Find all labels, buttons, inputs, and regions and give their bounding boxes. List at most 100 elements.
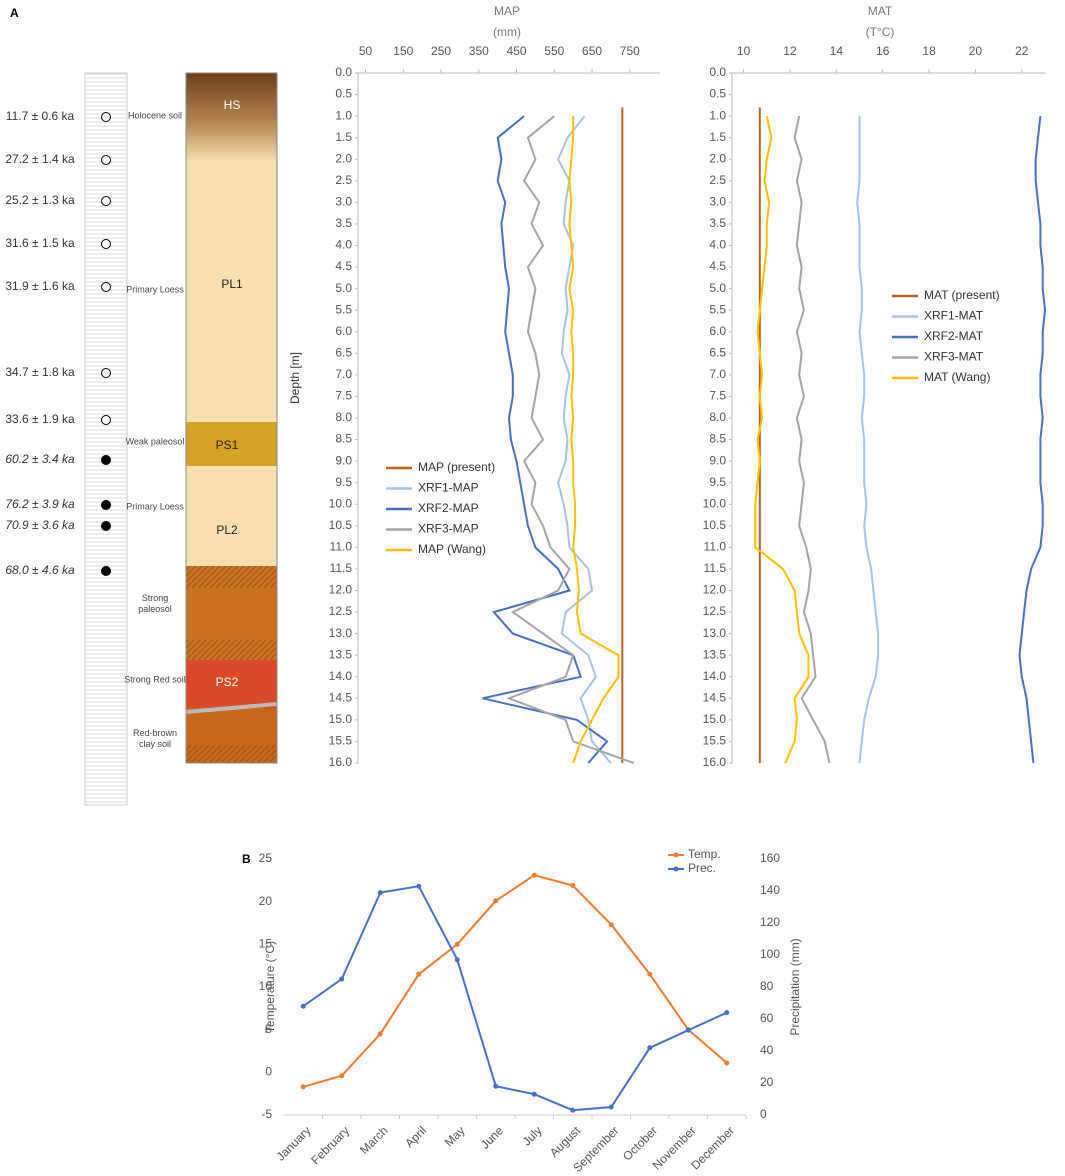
y-tick-label: 2.0 [335, 151, 352, 165]
y-tick-label: 6.0 [709, 324, 726, 338]
y-tick-label: 8.5 [335, 432, 352, 446]
y-tick-label: 6.5 [709, 345, 726, 359]
y-tick-label: 4.0 [335, 238, 352, 252]
unit-label: Weak paleosol [125, 436, 185, 447]
y-tick-label: 4.5 [709, 259, 726, 273]
age-marker [101, 500, 111, 510]
point [570, 1107, 576, 1113]
y-tick-label: 6.5 [335, 345, 352, 359]
y-tick-label: 12.5 [703, 604, 727, 618]
y-tick-label: 13.5 [329, 647, 353, 661]
series-line [754, 115, 810, 764]
x-tick-label: 18 [922, 44, 936, 58]
layer-texture [186, 640, 277, 660]
series-line [568, 116, 620, 764]
layer-label: PS1 [216, 438, 239, 452]
y-axis-label: Depth [m] [288, 352, 302, 404]
x-tick-label: 650 [582, 44, 602, 58]
age-label: 31.6 ± 1.5 ka [5, 236, 75, 250]
chart-title: MAT [868, 4, 893, 18]
y-tick-label: 0.0 [335, 65, 352, 79]
series-line [1018, 115, 1047, 764]
point [454, 941, 460, 947]
point [724, 1010, 730, 1016]
unit-label: Strong Red soil [124, 674, 186, 685]
y-tick-label: 25 [259, 851, 273, 865]
y-tick-label: 14.5 [703, 690, 727, 704]
point [416, 883, 422, 889]
x-tick-label: June [478, 1123, 507, 1152]
y-tick-label: 14.0 [329, 669, 353, 683]
unit-label: Primary Loess [126, 284, 184, 295]
y2-axis-label: Precipitation (mm) [788, 938, 802, 1035]
series-line [303, 874, 728, 1088]
legend-label: XRF2-MAT [924, 329, 984, 343]
series-line [506, 115, 634, 764]
y-tick-label: 1.0 [709, 108, 726, 122]
layer-boundary [185, 702, 278, 714]
age-label: 11.7 ± 0.6 ka [6, 109, 75, 123]
y2-tick-label: 20 [760, 1075, 774, 1089]
y-tick-label: 7.5 [335, 389, 352, 403]
y-tick-label: 8.5 [709, 432, 726, 446]
x-tick-label: 12 [783, 44, 797, 58]
y-tick-label: 11.5 [330, 561, 353, 575]
panel-label: A [10, 6, 19, 20]
point [493, 1083, 499, 1089]
y-tick-label: 16.0 [703, 755, 727, 769]
series-line [302, 885, 728, 1112]
layer-label: HS [224, 98, 241, 112]
x-tick-label: 50 [359, 44, 373, 58]
x-tick-label: April [402, 1123, 429, 1150]
legend-label: MAT (Wang) [924, 370, 990, 384]
age-label: 25.2 ± 1.3 ka [5, 193, 75, 207]
x-tick-label: 20 [969, 44, 983, 58]
y-tick-label: 14.5 [329, 690, 353, 704]
x-tick-label: 750 [620, 44, 640, 58]
point [377, 890, 383, 896]
unit-label: Primary Loess [126, 501, 184, 512]
chart-subtitle: (mm) [493, 25, 521, 39]
y-tick-label: -5 [261, 1107, 272, 1121]
unit-label: Red-brown clay soil [132, 728, 178, 749]
age-marker [101, 282, 111, 292]
y-tick-label: 5 [265, 1022, 272, 1036]
point [531, 1091, 537, 1097]
y-tick-label: 1.5 [709, 130, 726, 144]
legend-marker [673, 866, 679, 872]
y-tick-label: 8.0 [709, 410, 726, 424]
layer-texture [186, 566, 277, 588]
age-marker [101, 239, 111, 249]
age-label: 27.2 ± 1.4 ka [5, 152, 75, 166]
y-tick-label: 9.0 [709, 453, 726, 467]
y-tick-label: 10 [259, 979, 273, 993]
age-marker [101, 415, 111, 425]
y-tick-label: 1.5 [335, 130, 352, 144]
chart-subtitle: (T°C) [866, 25, 895, 39]
age-label: 33.6 ± 1.9 ka [5, 412, 75, 426]
y2-tick-label: 140 [760, 883, 780, 897]
y-axis-label: Temperature (°C) [263, 941, 277, 1033]
series-line [793, 115, 831, 764]
age-marker [101, 566, 111, 576]
x-tick-label: 350 [469, 44, 489, 58]
y2-tick-label: 160 [760, 851, 780, 865]
legend-label: XRF3-MAP [418, 522, 479, 536]
point [339, 1073, 345, 1079]
y-tick-label: 15.0 [703, 712, 727, 726]
y-tick-label: 10.5 [703, 518, 727, 532]
x-tick-label: May [442, 1123, 468, 1149]
point [493, 898, 499, 904]
legend-label: MAP (Wang) [418, 542, 486, 556]
depth-ruler [84, 72, 128, 806]
y2-tick-label: 100 [760, 947, 780, 961]
y-tick-label: 7.5 [709, 389, 726, 403]
point [608, 1104, 614, 1110]
y-tick-label: 3.5 [335, 216, 352, 230]
y-tick-label: 20 [259, 894, 273, 908]
y-tick-label: 16.0 [329, 755, 353, 769]
y-tick-label: 11.5 [704, 561, 727, 575]
y-tick-label: 5.5 [709, 302, 726, 316]
layer [186, 73, 277, 160]
y-tick-label: 3.0 [335, 195, 352, 209]
